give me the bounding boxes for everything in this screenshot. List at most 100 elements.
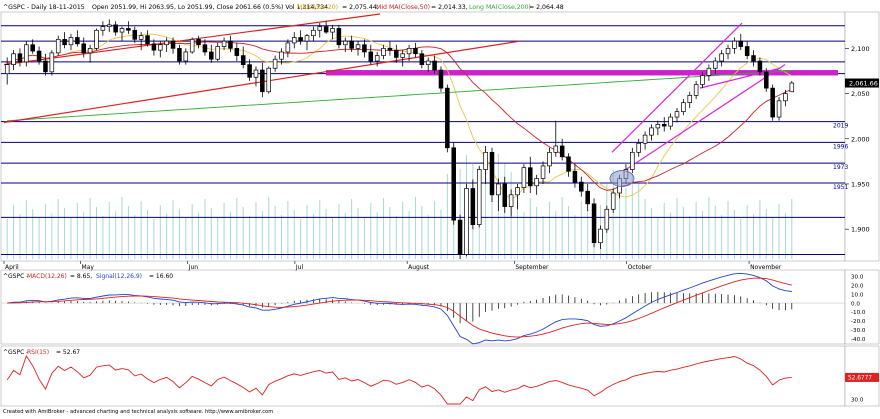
month-label: May — [82, 264, 95, 271]
candle-body — [317, 26, 323, 31]
macd-tick-label: 10.0 — [851, 292, 864, 298]
candle-body — [783, 93, 788, 102]
candle-body — [438, 69, 444, 89]
candle-body — [94, 29, 99, 49]
candle-body — [655, 123, 661, 129]
candle-body — [119, 28, 125, 33]
candle-body — [189, 38, 195, 53]
current-price-label: 2,061.66 — [849, 80, 878, 88]
candle-body — [483, 151, 488, 170]
rsi-current-label: 52.6777 — [848, 376, 872, 382]
candle-body — [349, 40, 354, 49]
candle-body — [304, 35, 310, 42]
candle-body — [457, 219, 463, 255]
price-tick-label: 2,000 — [851, 135, 870, 143]
candle-body — [68, 37, 74, 46]
candle-body — [757, 60, 763, 73]
candle-body — [260, 69, 265, 93]
candle-body — [566, 156, 571, 172]
candle-body — [285, 42, 291, 53]
candle-body — [521, 167, 527, 188]
header-ma20-value: = 2,075.44, — [342, 4, 379, 11]
price-tick-label: 2,050 — [851, 90, 870, 98]
price-tick-label: 2,100 — [851, 45, 870, 53]
candle-body — [508, 194, 514, 207]
price-pane — [0, 11, 846, 262]
candle-body — [228, 40, 233, 49]
macd-tick-label: -10.0 — [851, 310, 866, 316]
macd-pane — [0, 269, 846, 345]
candle-body — [528, 167, 533, 187]
header-ma200-label: Long MA(Close,200) — [469, 4, 531, 11]
candle-body — [661, 123, 667, 127]
candle-body — [215, 46, 220, 60]
level-label: 1973 — [833, 164, 848, 171]
candle-body — [432, 60, 437, 71]
macd-tick-label: -40.0 — [851, 337, 866, 343]
candle-body — [202, 44, 208, 53]
rsi-value: = 52.67 — [56, 349, 80, 356]
month-axis: April May Jun Jul August September October Nove… — [3, 261, 782, 271]
level-label: 1996 — [833, 143, 848, 150]
candle-body — [170, 40, 176, 49]
header-ma20-label: MA(Close,20) — [297, 4, 338, 11]
channel-lower-line — [625, 64, 786, 170]
candle-body — [515, 187, 520, 196]
candle-body — [55, 38, 61, 54]
candle-body — [547, 151, 552, 167]
candle-body — [343, 40, 348, 46]
candle-body — [572, 170, 578, 183]
candle-body — [234, 48, 240, 56]
candle-body — [559, 145, 565, 158]
header-ma50-value: = 2,014.33, — [431, 4, 468, 11]
candle-body — [770, 87, 775, 118]
candle-body — [113, 24, 118, 33]
candle-body — [553, 145, 559, 153]
candle-body — [240, 55, 246, 65]
macd-label: MACD(12,26) — [27, 273, 67, 280]
candle-body — [75, 37, 80, 45]
candle-body — [24, 44, 29, 63]
candle-body — [406, 48, 412, 55]
annotations — [609, 170, 635, 187]
candle-body — [489, 151, 495, 196]
candle-body — [196, 38, 201, 46]
candle-body — [30, 44, 35, 52]
rsi-line — [6, 354, 792, 405]
candle-body — [17, 53, 23, 63]
candle-body — [681, 102, 686, 112]
candle-body — [534, 178, 539, 187]
candle-body — [776, 100, 782, 118]
rsi-current-badge — [845, 372, 879, 382]
macd-indicator: 30.0 20.0 10.0 0.0 -10.0 -20.0 -30.0 -40.0 — [1, 272, 866, 345]
candle-body — [381, 48, 386, 56]
macd-tick-label: 0.0 — [851, 301, 860, 307]
month-label: October — [628, 264, 653, 271]
candle-body — [158, 44, 163, 51]
rsi-tick-label: 30.0 — [851, 397, 864, 403]
candle-body — [712, 60, 718, 69]
candle-body — [636, 142, 641, 153]
header-ma200-value: = 2,064.48 — [529, 4, 564, 11]
macd-tick-label: -20.0 — [851, 319, 866, 325]
candle-body — [764, 71, 769, 89]
candle-body — [177, 48, 182, 62]
candle-body — [540, 165, 546, 179]
channel-upper-line — [611, 22, 743, 153]
macd-tick-label: 30.0 — [851, 275, 864, 281]
candle-body — [106, 24, 112, 28]
candle-body — [585, 190, 590, 205]
price-tick-label: 1,900 — [851, 226, 870, 234]
candle-body — [279, 51, 284, 60]
ma50-line — [6, 41, 792, 191]
highlight-ellipse — [609, 170, 635, 187]
price-axis-pane — [844, 11, 880, 262]
candle-body — [311, 29, 316, 37]
level-label: 2019 — [833, 123, 848, 130]
candle-body — [464, 188, 469, 255]
month-label: August — [408, 264, 430, 271]
candle-body — [164, 40, 169, 46]
candle-body — [4, 64, 10, 75]
